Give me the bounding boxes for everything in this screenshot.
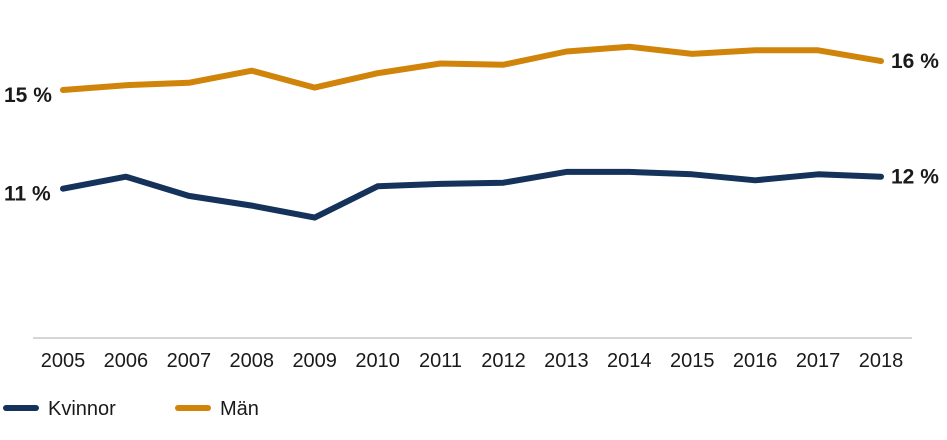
x-tick-label-2008: 2008 [230, 350, 275, 372]
legend-label-kvinnor: Kvinnor [48, 398, 116, 420]
x-tick-label-2017: 2017 [796, 350, 841, 372]
end-label-m-n: 16 % [891, 50, 939, 73]
x-tick-label-2009: 2009 [292, 350, 337, 372]
series-layer [60, 43, 884, 221]
x-tick-label-2013: 2013 [544, 350, 589, 372]
x-tick-label-2016: 2016 [733, 350, 778, 372]
x-tick-label-2005: 2005 [41, 350, 86, 372]
x-tick-label-2015: 2015 [670, 350, 715, 372]
x-tick-labels: 2005 2006 2007 2008 2009 2010 2011 2012 2013 2014… [41, 350, 904, 372]
x-tick-label-2011: 2011 [419, 350, 462, 372]
series-line-m-n [60, 43, 884, 93]
series-line-kvinnor [60, 168, 884, 221]
x-tick-label-2012: 2012 [481, 350, 526, 372]
start-label-kvinnor: 11 % [4, 183, 51, 206]
x-tick-label-2007: 2007 [167, 350, 212, 372]
start-label-m-n: 15 % [4, 84, 52, 107]
legend-label-m-n: Män [220, 398, 259, 420]
end-labels: 11 % 12 % 15 % 16 % [4, 50, 939, 206]
legend: Kvinnor Män [3, 398, 259, 420]
x-tick-label-2014: 2014 [607, 350, 652, 372]
x-tick-label-2018: 2018 [859, 350, 904, 372]
x-tick-label-2006: 2006 [104, 350, 149, 372]
end-label-kvinnor: 12 % [891, 166, 939, 189]
x-tick-label-2010: 2010 [355, 350, 400, 372]
